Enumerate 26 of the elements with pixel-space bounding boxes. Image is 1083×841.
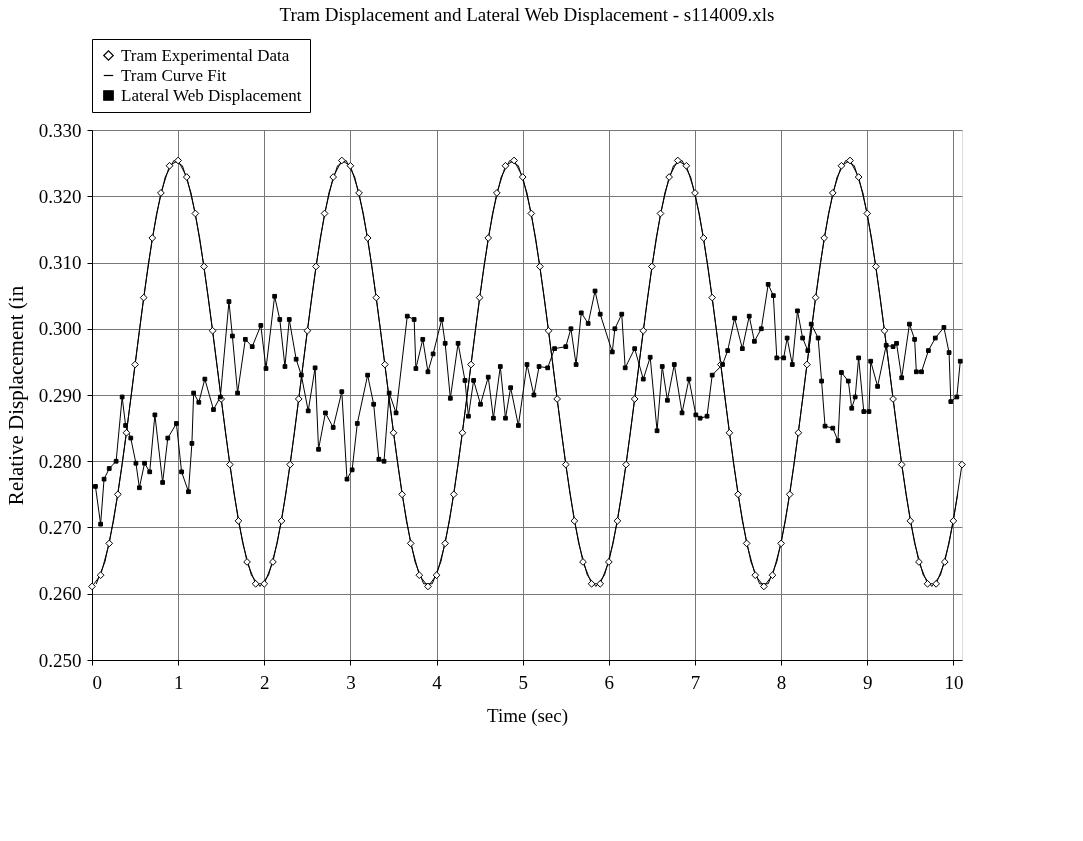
y-tick-label: 0.270	[38, 517, 82, 538]
x-tick-label: 6	[604, 671, 615, 693]
y-tick-label: 0.320	[38, 185, 82, 207]
y-tick-label: 0.290	[38, 384, 82, 406]
y-tick-label: 0.250	[38, 649, 82, 671]
legend-label: Lateral Web Displacement	[121, 85, 302, 105]
legend-label: Tram Experimental Data	[121, 45, 290, 65]
chart-title: Tram Displacement and Lateral Web Displacement - s114009.xls	[279, 3, 775, 25]
legend-label: Tram Curve Fit	[121, 65, 227, 85]
x-tick-label: 4	[432, 671, 443, 693]
y-tick-label: 0.280	[38, 450, 82, 472]
x-axis-title: Time (sec)	[486, 704, 569, 727]
y-tick-label: 0.300	[38, 318, 82, 340]
x-tick-label: 5	[518, 671, 528, 693]
y-tick-label: 0.330	[38, 119, 82, 141]
x-tick-label: 9	[863, 671, 873, 693]
y-axis-title: Relative Displacement (in	[3, 285, 28, 506]
x-tick-label: 1	[173, 671, 184, 693]
x-tick-label: 7	[690, 671, 701, 693]
y-tick-label: 0.310	[38, 252, 82, 273]
x-tick-label: 2	[260, 671, 270, 693]
x-tick-label: 10	[944, 671, 964, 693]
x-tick-label: 8	[776, 671, 787, 693]
x-tick-label: 0	[92, 671, 102, 693]
x-tick-label: 3	[346, 671, 356, 693]
y-tick-label: 0.260	[38, 583, 82, 605]
